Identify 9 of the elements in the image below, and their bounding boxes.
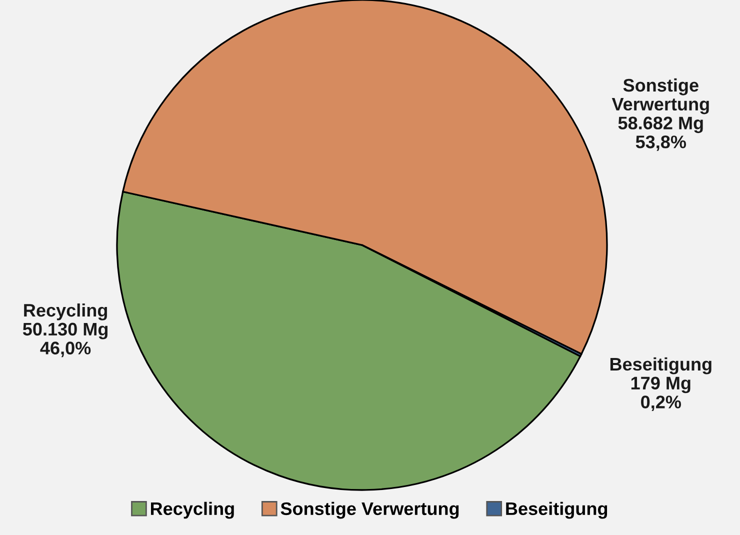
data-label: 179 Mg 0,2%	[631, 376, 690, 411]
legend-label: Beseitigung	[506, 502, 608, 519]
slice-label: Recycling	[24, 303, 107, 320]
slice-label: Sonstige Verwertung	[612, 78, 709, 114]
data-label: 58.682 Mg 53,8%	[618, 116, 703, 151]
data-label: 50.130 Mg 46,0%	[22, 322, 108, 358]
legend-label: Sonstige Verwertung	[280, 502, 459, 519]
legend-label: Recycling	[151, 502, 234, 519]
slice-label: Beseitigung	[610, 357, 712, 374]
